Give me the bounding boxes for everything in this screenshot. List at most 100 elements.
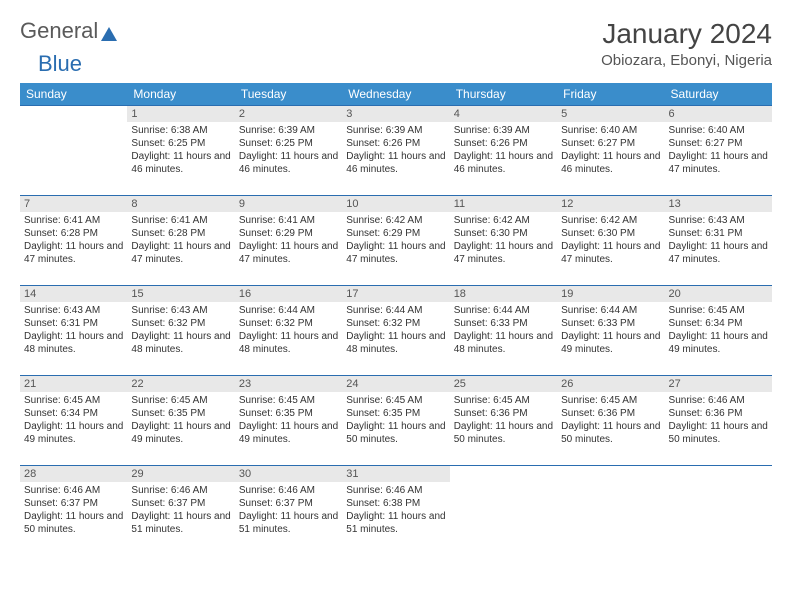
day-content: Sunrise: 6:46 AMSunset: 6:38 PMDaylight:… xyxy=(342,482,449,540)
day-number: 31 xyxy=(342,466,449,482)
day-number: 9 xyxy=(235,196,342,212)
calendar-cell: .. xyxy=(557,466,664,556)
day-number: 16 xyxy=(235,286,342,302)
location: Obiozara, Ebonyi, Nigeria xyxy=(601,52,772,69)
day-content: Sunrise: 6:42 AMSunset: 6:30 PMDaylight:… xyxy=(450,212,557,270)
day-content: Sunrise: 6:46 AMSunset: 6:37 PMDaylight:… xyxy=(127,482,234,540)
calendar-cell: 7Sunrise: 6:41 AMSunset: 6:28 PMDaylight… xyxy=(20,196,127,286)
logo: General xyxy=(20,18,119,44)
day-content: Sunrise: 6:46 AMSunset: 6:36 PMDaylight:… xyxy=(665,392,772,450)
day-content: Sunrise: 6:43 AMSunset: 6:31 PMDaylight:… xyxy=(20,302,127,360)
calendar-body: ..1Sunrise: 6:38 AMSunset: 6:25 PMDaylig… xyxy=(20,106,772,556)
calendar-cell: 28Sunrise: 6:46 AMSunset: 6:37 PMDayligh… xyxy=(20,466,127,556)
calendar-cell: 15Sunrise: 6:43 AMSunset: 6:32 PMDayligh… xyxy=(127,286,234,376)
calendar-cell: 17Sunrise: 6:44 AMSunset: 6:32 PMDayligh… xyxy=(342,286,449,376)
calendar-cell: 18Sunrise: 6:44 AMSunset: 6:33 PMDayligh… xyxy=(450,286,557,376)
day-number: 1 xyxy=(127,106,234,122)
day-content: Sunrise: 6:45 AMSunset: 6:35 PMDaylight:… xyxy=(342,392,449,450)
calendar-cell: 8Sunrise: 6:41 AMSunset: 6:28 PMDaylight… xyxy=(127,196,234,286)
calendar-cell: 2Sunrise: 6:39 AMSunset: 6:25 PMDaylight… xyxy=(235,106,342,196)
day-number: 30 xyxy=(235,466,342,482)
day-number: 8 xyxy=(127,196,234,212)
calendar-cell: 25Sunrise: 6:45 AMSunset: 6:36 PMDayligh… xyxy=(450,376,557,466)
day-number: 23 xyxy=(235,376,342,392)
day-number: 18 xyxy=(450,286,557,302)
calendar-row: 21Sunrise: 6:45 AMSunset: 6:34 PMDayligh… xyxy=(20,376,772,466)
day-number: 27 xyxy=(665,376,772,392)
weekday-header: Thursday xyxy=(450,83,557,106)
day-number: 10 xyxy=(342,196,449,212)
calendar-cell: .. xyxy=(665,466,772,556)
calendar-row: 28Sunrise: 6:46 AMSunset: 6:37 PMDayligh… xyxy=(20,466,772,556)
day-content: Sunrise: 6:45 AMSunset: 6:34 PMDaylight:… xyxy=(665,302,772,360)
day-content: Sunrise: 6:46 AMSunset: 6:37 PMDaylight:… xyxy=(20,482,127,540)
logo-word1: General xyxy=(20,18,98,44)
weekday-header: Sunday xyxy=(20,83,127,106)
calendar-cell: 23Sunrise: 6:45 AMSunset: 6:35 PMDayligh… xyxy=(235,376,342,466)
calendar-cell: 14Sunrise: 6:43 AMSunset: 6:31 PMDayligh… xyxy=(20,286,127,376)
calendar-cell: .. xyxy=(20,106,127,196)
weekday-header: Wednesday xyxy=(342,83,449,106)
calendar-cell: 29Sunrise: 6:46 AMSunset: 6:37 PMDayligh… xyxy=(127,466,234,556)
day-content: Sunrise: 6:44 AMSunset: 6:33 PMDaylight:… xyxy=(450,302,557,360)
day-number: 3 xyxy=(342,106,449,122)
calendar-cell: 24Sunrise: 6:45 AMSunset: 6:35 PMDayligh… xyxy=(342,376,449,466)
calendar-cell: 10Sunrise: 6:42 AMSunset: 6:29 PMDayligh… xyxy=(342,196,449,286)
calendar-cell: 13Sunrise: 6:43 AMSunset: 6:31 PMDayligh… xyxy=(665,196,772,286)
day-content: Sunrise: 6:44 AMSunset: 6:32 PMDaylight:… xyxy=(342,302,449,360)
calendar-cell: 11Sunrise: 6:42 AMSunset: 6:30 PMDayligh… xyxy=(450,196,557,286)
calendar-row: 7Sunrise: 6:41 AMSunset: 6:28 PMDaylight… xyxy=(20,196,772,286)
day-content: Sunrise: 6:42 AMSunset: 6:29 PMDaylight:… xyxy=(342,212,449,270)
day-content: Sunrise: 6:45 AMSunset: 6:36 PMDaylight:… xyxy=(557,392,664,450)
day-content: Sunrise: 6:43 AMSunset: 6:32 PMDaylight:… xyxy=(127,302,234,360)
day-content: Sunrise: 6:45 AMSunset: 6:36 PMDaylight:… xyxy=(450,392,557,450)
calendar-cell: 22Sunrise: 6:45 AMSunset: 6:35 PMDayligh… xyxy=(127,376,234,466)
calendar-row: ..1Sunrise: 6:38 AMSunset: 6:25 PMDaylig… xyxy=(20,106,772,196)
day-content: Sunrise: 6:45 AMSunset: 6:34 PMDaylight:… xyxy=(20,392,127,450)
day-number: 4 xyxy=(450,106,557,122)
day-number: 20 xyxy=(665,286,772,302)
calendar-cell: 30Sunrise: 6:46 AMSunset: 6:37 PMDayligh… xyxy=(235,466,342,556)
day-content: Sunrise: 6:46 AMSunset: 6:37 PMDaylight:… xyxy=(235,482,342,540)
weekday-header: Saturday xyxy=(665,83,772,106)
day-number: 24 xyxy=(342,376,449,392)
day-number: 13 xyxy=(665,196,772,212)
day-content: Sunrise: 6:45 AMSunset: 6:35 PMDaylight:… xyxy=(235,392,342,450)
day-number: 15 xyxy=(127,286,234,302)
weekday-header: Friday xyxy=(557,83,664,106)
day-number: 21 xyxy=(20,376,127,392)
calendar-cell: .. xyxy=(450,466,557,556)
day-content: Sunrise: 6:41 AMSunset: 6:28 PMDaylight:… xyxy=(20,212,127,270)
calendar-cell: 26Sunrise: 6:45 AMSunset: 6:36 PMDayligh… xyxy=(557,376,664,466)
day-content: Sunrise: 6:42 AMSunset: 6:30 PMDaylight:… xyxy=(557,212,664,270)
logo-triangle-icon xyxy=(101,27,117,41)
weekday-header: Tuesday xyxy=(235,83,342,106)
day-content: Sunrise: 6:44 AMSunset: 6:33 PMDaylight:… xyxy=(557,302,664,360)
calendar-cell: 5Sunrise: 6:40 AMSunset: 6:27 PMDaylight… xyxy=(557,106,664,196)
day-number: 2 xyxy=(235,106,342,122)
calendar-cell: 6Sunrise: 6:40 AMSunset: 6:27 PMDaylight… xyxy=(665,106,772,196)
day-content: Sunrise: 6:40 AMSunset: 6:27 PMDaylight:… xyxy=(665,122,772,180)
calendar-cell: 12Sunrise: 6:42 AMSunset: 6:30 PMDayligh… xyxy=(557,196,664,286)
day-content: Sunrise: 6:44 AMSunset: 6:32 PMDaylight:… xyxy=(235,302,342,360)
day-number: 29 xyxy=(127,466,234,482)
calendar-cell: 31Sunrise: 6:46 AMSunset: 6:38 PMDayligh… xyxy=(342,466,449,556)
calendar-cell: 27Sunrise: 6:46 AMSunset: 6:36 PMDayligh… xyxy=(665,376,772,466)
calendar-cell: 21Sunrise: 6:45 AMSunset: 6:34 PMDayligh… xyxy=(20,376,127,466)
calendar-cell: 20Sunrise: 6:45 AMSunset: 6:34 PMDayligh… xyxy=(665,286,772,376)
day-number: 6 xyxy=(665,106,772,122)
day-number: 5 xyxy=(557,106,664,122)
day-content: Sunrise: 6:39 AMSunset: 6:26 PMDaylight:… xyxy=(342,122,449,180)
logo-word2: Blue xyxy=(38,51,82,77)
calendar-cell: 3Sunrise: 6:39 AMSunset: 6:26 PMDaylight… xyxy=(342,106,449,196)
calendar-cell: 19Sunrise: 6:44 AMSunset: 6:33 PMDayligh… xyxy=(557,286,664,376)
day-number: 14 xyxy=(20,286,127,302)
calendar-row: 14Sunrise: 6:43 AMSunset: 6:31 PMDayligh… xyxy=(20,286,772,376)
weekday-header: Monday xyxy=(127,83,234,106)
calendar-cell: 9Sunrise: 6:41 AMSunset: 6:29 PMDaylight… xyxy=(235,196,342,286)
day-content: Sunrise: 6:45 AMSunset: 6:35 PMDaylight:… xyxy=(127,392,234,450)
day-content: Sunrise: 6:41 AMSunset: 6:29 PMDaylight:… xyxy=(235,212,342,270)
day-number: 19 xyxy=(557,286,664,302)
day-content: Sunrise: 6:40 AMSunset: 6:27 PMDaylight:… xyxy=(557,122,664,180)
day-content: Sunrise: 6:39 AMSunset: 6:26 PMDaylight:… xyxy=(450,122,557,180)
